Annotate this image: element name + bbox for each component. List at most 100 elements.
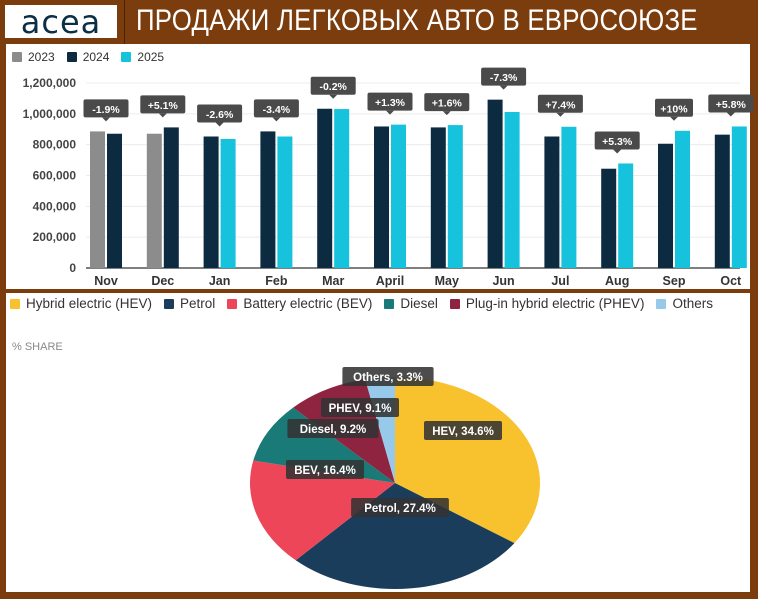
bar-2024-Oct <box>714 134 730 268</box>
pie-label: HEV, 34.6% <box>432 426 494 438</box>
bar-2025-Mar <box>334 109 350 268</box>
annotation-box <box>197 104 243 123</box>
pie-label-box <box>286 460 364 479</box>
legend-swatch <box>227 298 238 309</box>
bar-2024-Feb <box>260 131 276 268</box>
x-tick-label: Oct <box>720 274 742 288</box>
legend-item[interactable]: 2023 <box>12 50 55 64</box>
annotation-pointer <box>670 116 678 121</box>
annotation-pointer <box>386 110 394 115</box>
annotation-label: -0.2% <box>319 81 347 93</box>
annotation-label: +5.8% <box>716 99 747 111</box>
pie-label: Others, 3.3% <box>353 372 423 384</box>
legend-swatch <box>12 52 22 62</box>
annotation-label: -1.9% <box>92 104 120 116</box>
pie-label-box <box>424 421 502 440</box>
legend-swatch <box>164 298 175 309</box>
bar-2025-May <box>447 125 463 269</box>
annotation-box <box>537 94 583 113</box>
bar-2024-May <box>430 127 446 269</box>
pie-slice-battery-electric-bev- <box>249 460 395 561</box>
legend-label: Hybrid electric (HEV) <box>26 296 153 311</box>
legend-item[interactable]: Others <box>656 296 713 311</box>
annotation-pointer <box>329 94 338 99</box>
annotation-box <box>83 99 129 118</box>
acea-logo: acea <box>5 5 117 38</box>
legend-swatch <box>449 298 460 309</box>
bar-2025-Jul <box>561 126 577 269</box>
y-tick-label: 1,200,000 <box>23 76 77 90</box>
legend-label: 2025 <box>137 50 165 64</box>
y-tick-label: 200,000 <box>33 230 77 244</box>
annotation-label: +5.1% <box>148 100 179 112</box>
annotation-pointer <box>158 113 167 118</box>
x-tick-label: Nov <box>94 274 118 288</box>
x-tick-label: Sep <box>663 274 686 288</box>
bar-2024-Mar <box>317 108 333 268</box>
legend-item[interactable]: 2024 <box>66 50 110 64</box>
legend-swatch <box>384 298 395 309</box>
annotation-box <box>424 93 470 112</box>
pie-slice-petrol <box>295 483 515 589</box>
bar-2024-Jan <box>203 136 219 268</box>
legend-item[interactable]: Battery electric (BEV) <box>227 296 372 311</box>
pie-label-box <box>321 398 399 417</box>
legend-label: 2024 <box>82 50 110 64</box>
pie-label-box <box>351 498 449 517</box>
legend-label: Battery electric (BEV) <box>243 296 373 311</box>
x-tick-label: April <box>376 274 404 288</box>
x-tick-label: Aug <box>605 274 629 288</box>
annotation-box <box>310 76 356 95</box>
bar-2024-Aug <box>601 168 617 268</box>
annotation-pointer <box>215 122 224 127</box>
annotation-box <box>253 99 299 118</box>
legend-label: 2023 <box>28 50 55 64</box>
pie-label: Diesel, 9.2% <box>300 424 366 436</box>
legend-item[interactable]: Diesel <box>384 296 438 311</box>
bar-2024-Jul <box>544 136 560 268</box>
pie-legend: Hybrid electric (HEV) Petrol Battery elect… <box>10 296 750 311</box>
legend-swatch <box>121 52 132 62</box>
bar-2025-April <box>391 124 406 268</box>
page-title: ПРОДАЖИ ЛЕГКОВЫХ АВТО В ЕВРОСОЮЗЕ <box>136 4 698 37</box>
annotation-pointer <box>272 117 281 122</box>
annotation-pointer <box>442 111 451 116</box>
legend-item[interactable]: Hybrid electric (HEV) <box>10 296 152 311</box>
bar-2025-Feb <box>277 136 293 268</box>
annotation-label: -7.3% <box>490 72 518 84</box>
annotation-pointer <box>102 117 110 122</box>
pie-label: PHEV, 9.1% <box>329 403 392 415</box>
legend-item[interactable]: Petrol <box>164 296 215 311</box>
x-tick-label: Dec <box>151 274 174 288</box>
annotation-box <box>655 98 693 117</box>
x-tick-label: Feb <box>265 274 288 288</box>
legend-item[interactable]: 2025 <box>121 50 164 64</box>
legend-swatch <box>10 298 20 309</box>
bar-2025-Sep <box>675 130 690 268</box>
y-tick-label: 0 <box>69 261 76 275</box>
pie-subtitle: % SHARE <box>12 341 63 353</box>
annotation-pointer <box>613 149 622 154</box>
legend-label: Diesel <box>400 296 438 311</box>
pie-label-box <box>342 367 434 386</box>
bar-2025-Aug <box>618 163 634 268</box>
bar-2024-Sep <box>658 143 673 268</box>
header-divider <box>124 0 125 44</box>
legend-label: Petrol <box>180 296 216 311</box>
annotation-box <box>367 92 413 111</box>
annotation-box <box>708 94 754 113</box>
annotation-label: -2.6% <box>206 109 234 121</box>
bar-2024-April <box>374 126 389 268</box>
annotation-pointer <box>499 85 508 90</box>
annotation-box <box>481 67 527 86</box>
bar-2024-Dec <box>163 127 179 269</box>
y-tick-label: 800,000 <box>33 138 77 152</box>
annotation-label: -3.4% <box>263 104 291 116</box>
pie-slice-hybrid-electric-hev- <box>395 377 540 544</box>
x-tick-label: Jun <box>492 274 514 288</box>
pie-label: BEV, 16.4% <box>294 465 356 477</box>
bar-2025-Jun <box>504 111 520 268</box>
bar-legend: 2023 2024 2025 <box>12 50 176 64</box>
legend-item[interactable]: Plug-in hybrid electric (PHEV) <box>449 296 644 311</box>
